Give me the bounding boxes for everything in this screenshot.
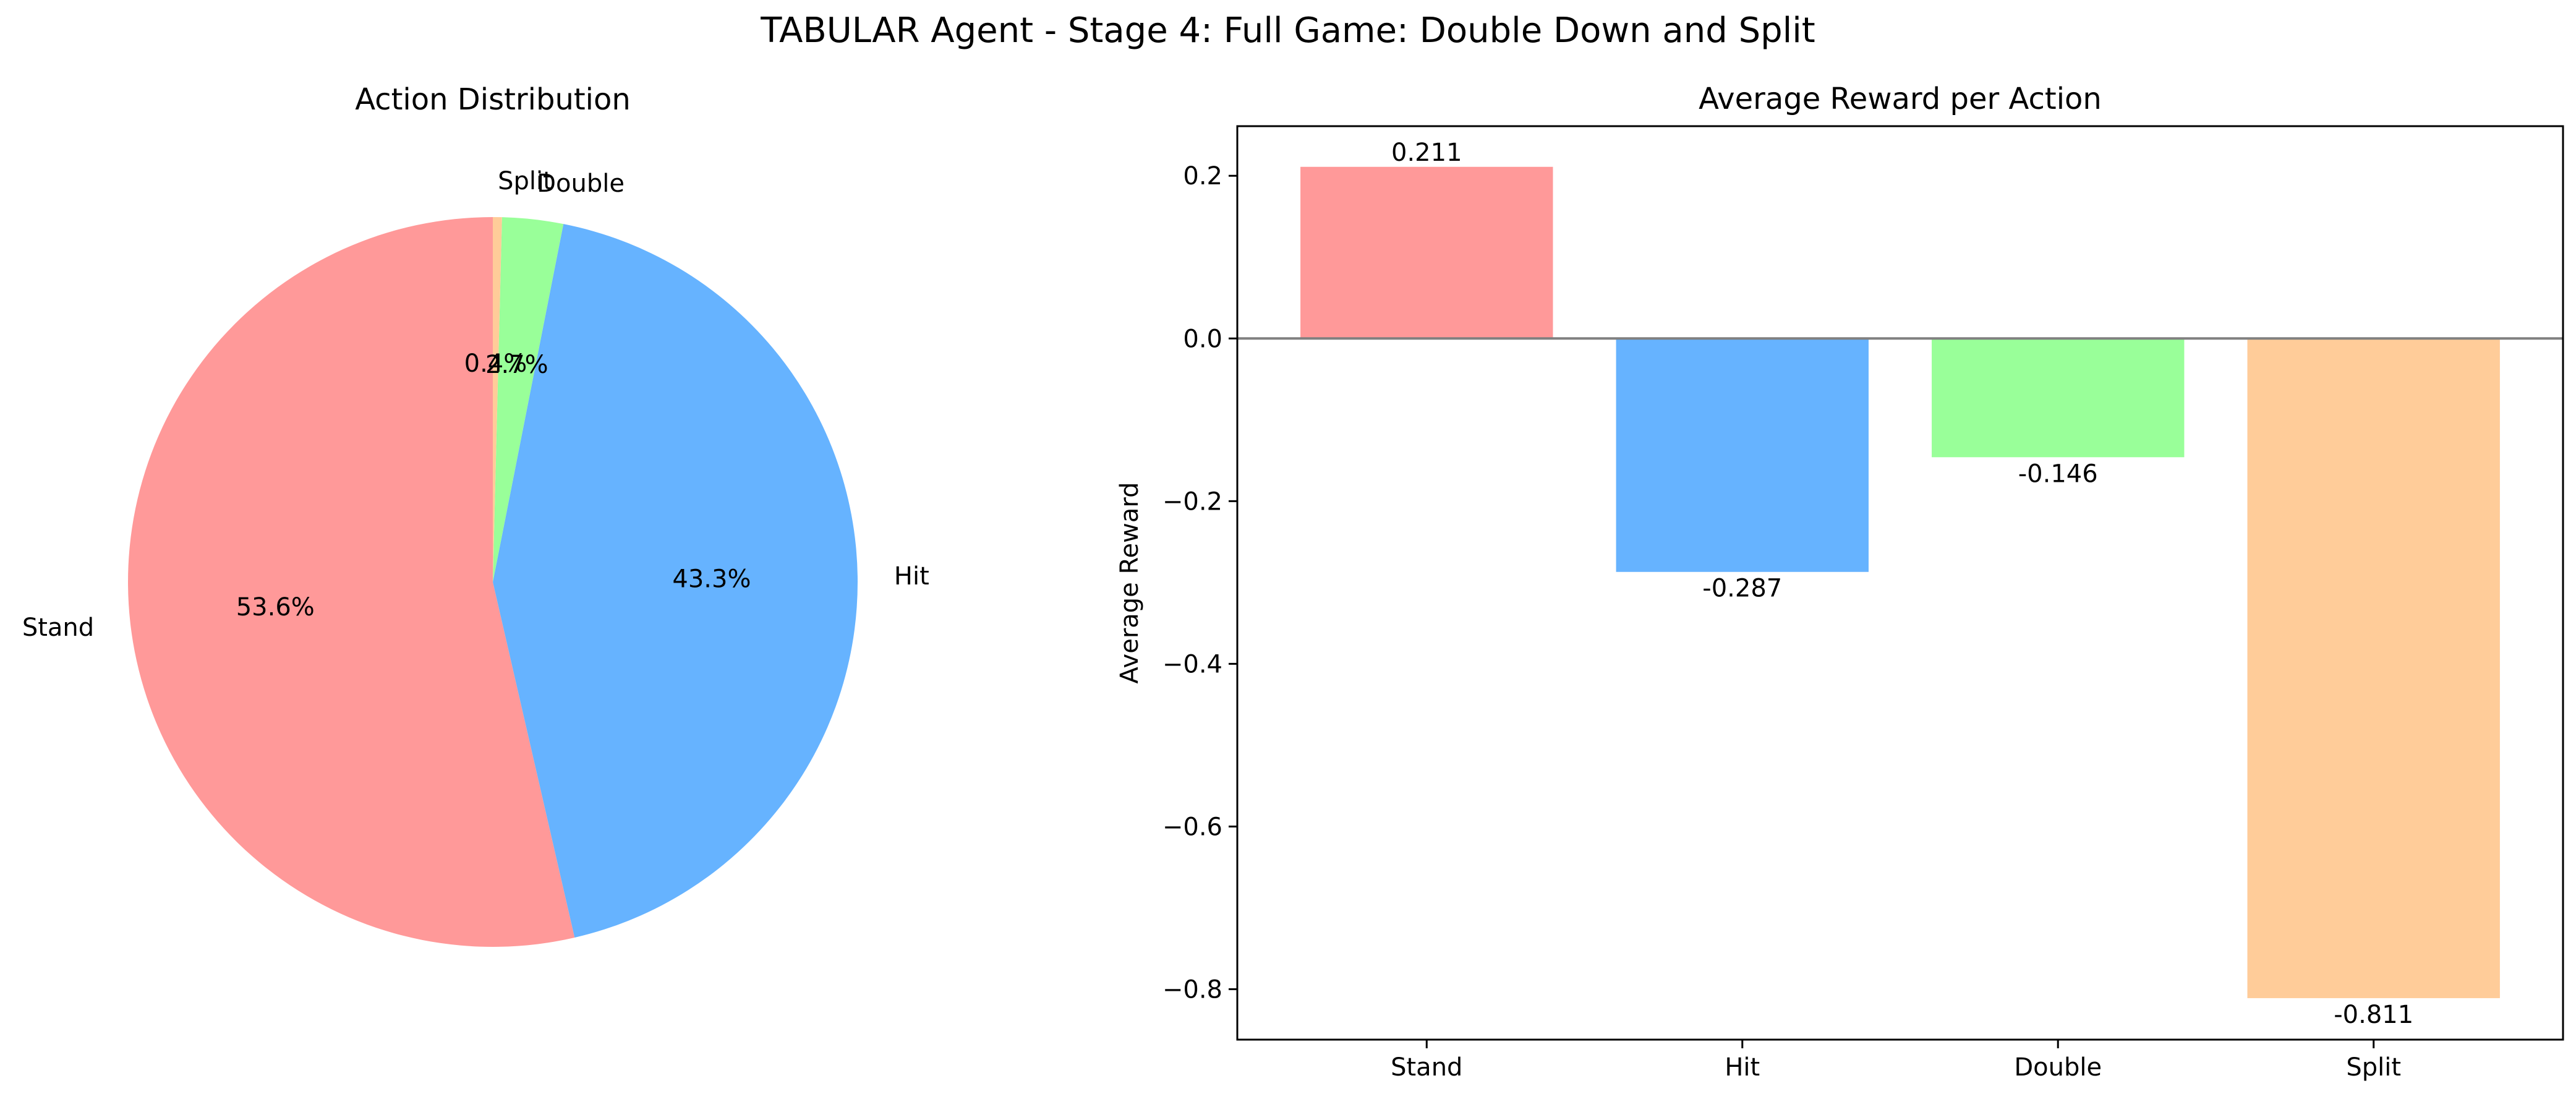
bar-axes-frame (1236, 125, 2564, 1041)
y-tick-label: −0.6 (1162, 813, 1222, 841)
y-tick-label: 0.2 (1183, 162, 1222, 190)
y-tick-label: −0.2 (1162, 487, 1222, 516)
pie-labels: Stand 53.6% Hit 43.3% Double 2.7% Split 0.4% (22, 167, 929, 642)
pie-title: Action Distribution (355, 82, 631, 117)
bar-value-label-hit: -0.287 (1702, 575, 1782, 603)
pie-label-hit: Hit (894, 562, 929, 591)
bar-y-axis: 0.2 0.0 −0.2 −0.4 −0.6 −0.8 (1162, 162, 1237, 1004)
x-tick-label-stand: Stand (1391, 1053, 1462, 1082)
bar-x-axis: Stand Hit Double Split (1391, 1040, 2401, 1082)
bar-hit (1616, 338, 1869, 572)
pie-pct-double: 2.7% (485, 351, 548, 379)
pie-pct-stand: 53.6% (236, 593, 315, 622)
pie-slice-double (493, 217, 564, 582)
bar-title: Average Reward per Action (1699, 82, 2102, 116)
y-tick-label: −0.8 (1162, 975, 1222, 1004)
pie-label-split: Split (498, 167, 553, 195)
bar-ylabel: Average Reward (1115, 482, 1144, 684)
x-tick-label-double: Double (2014, 1053, 2102, 1082)
bar-double (1932, 338, 2185, 458)
bar-stand (1300, 166, 1553, 339)
pie-pct-hit: 43.3% (672, 565, 751, 593)
bar-value-label-split: -0.811 (2334, 1001, 2413, 1029)
y-tick-label: −0.4 (1162, 650, 1222, 678)
bar-value-label-stand: 0.211 (1391, 139, 1462, 167)
pie-slices (127, 217, 858, 947)
pie-slice-split (493, 217, 502, 582)
bar-value-label-double: -0.146 (2018, 460, 2098, 488)
pie-slice-hit (493, 224, 858, 938)
y-tick-label: 0.0 (1183, 325, 1222, 353)
bar-chart: Average Reward per Action 0.2 0.0 −0.2 −0.4… (1115, 82, 2564, 1082)
pie-slice-stand (127, 217, 575, 947)
bar-bars: 0.211 -0.287 -0.146 -0.811 (1300, 139, 2500, 1029)
x-tick-label-split: Split (2346, 1053, 2401, 1082)
x-tick-label-hit: Hit (1725, 1053, 1760, 1082)
pie-label-stand: Stand (22, 614, 94, 642)
pie-label-double: Double (537, 169, 625, 198)
figure-suptitle: TABULAR Agent - Stage 4: Full Game: Doub… (760, 11, 1815, 51)
pie-pct-split: 0.4% (464, 349, 527, 378)
pie-chart: Action Distribution Stand 53.6% Hit 43.3% Do… (22, 82, 929, 947)
bar-split (2247, 338, 2500, 998)
